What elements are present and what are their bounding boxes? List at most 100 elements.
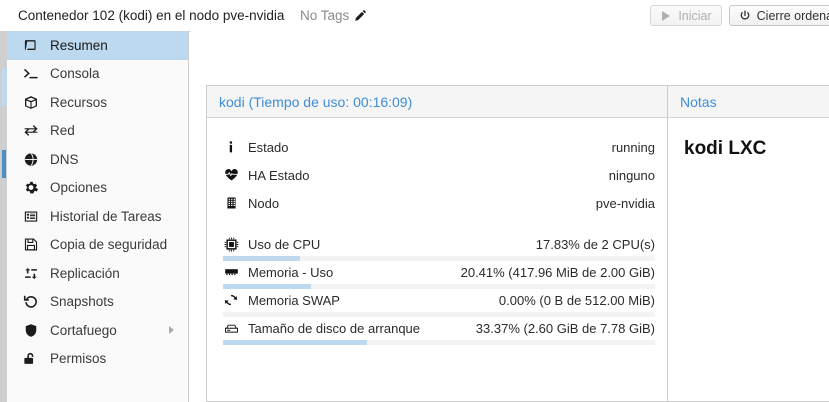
notes-panel-header: Notas	[668, 86, 829, 118]
chevron-right-icon[interactable]	[169, 326, 174, 335]
sidebar-item-recursos[interactable]: Recursos	[7, 88, 188, 117]
shield-icon	[22, 322, 39, 338]
status-row-value: ninguno	[608, 167, 655, 183]
metric-row-disco: Tamaño de disco de arranque 33.37% (2.60…	[223, 317, 655, 345]
sidebar-item-historial-de-tareas[interactable]: Historial de Tareas	[7, 202, 188, 231]
metric-row-value: 33.37% (2.60 GiB de 7.78 GiB)	[475, 320, 655, 336]
sidebar-item-red[interactable]: Red	[7, 117, 188, 146]
cpu-usage-meter	[223, 256, 655, 261]
sidebar-item-opciones[interactable]: Opciones	[7, 174, 188, 203]
metric-row-cpu: Uso de CPU 17.83% de 2 CPU(s)	[223, 233, 655, 261]
server-icon	[223, 196, 239, 211]
meter-fill	[223, 256, 301, 261]
sidebar-nav: Resumen Consola Recursos	[7, 31, 189, 402]
sidebar-item-dns[interactable]: DNS	[7, 145, 188, 174]
status-panel: kodi (Tiempo de uso: 00:16:09)	[206, 85, 672, 402]
history-icon	[22, 294, 39, 310]
metric-row-label: Memoria SWAP	[248, 292, 340, 308]
main-workspace: kodi (Tiempo de uso: 00:16:09)	[190, 31, 829, 402]
status-row-label: Estado	[248, 139, 289, 155]
play-icon	[660, 10, 672, 22]
power-icon	[739, 10, 751, 22]
cpu-icon	[223, 237, 239, 252]
book-icon	[22, 37, 39, 53]
notes-panel: Notas kodi LXC	[667, 85, 829, 402]
status-panel-body: Estado running	[207, 118, 671, 345]
status-row-nodo: Nodo pve-nvidia	[223, 192, 655, 220]
meter-fill	[223, 284, 312, 289]
sidebar-item-label: Recursos	[50, 94, 108, 110]
status-panel-title: kodi (Tiempo de uso: 00:16:09)	[219, 93, 413, 110]
sidebar-item-label: DNS	[50, 151, 79, 167]
rail-thumb-top[interactable]	[2, 68, 7, 106]
notes-panel-title: Notas	[680, 93, 717, 110]
tags-control[interactable]: No Tags	[300, 8, 367, 23]
sidebar-item-label: Copia de seguridad	[50, 237, 168, 253]
sidebar-item-label: Cortafuego	[50, 322, 117, 338]
metric-row-label: Uso de CPU	[248, 236, 321, 252]
swap-usage-meter	[223, 312, 655, 317]
sidebar-item-label: Consola	[50, 66, 100, 82]
list-icon	[22, 208, 39, 224]
shutdown-button[interactable]: Cierre ordenado	[728, 5, 829, 26]
metric-row-value: 0.00% (0 B de 512.00 MiB)	[498, 292, 655, 308]
heartbeat-icon	[223, 168, 239, 183]
sidebar-item-label: Snapshots	[50, 294, 114, 310]
exchange-icon	[22, 123, 39, 139]
metric-row-swap: Memoria SWAP 0.00% (0 B de 512.00 MiB)	[223, 289, 655, 317]
metric-row-value: 17.83% de 2 CPU(s)	[535, 236, 655, 252]
sidebar-item-consola[interactable]: Consola	[7, 60, 188, 89]
info-icon	[223, 140, 239, 155]
metric-row-label: Memoria - Uso	[248, 264, 334, 280]
metric-row-label: Tamaño de disco de arranque	[248, 320, 421, 336]
tags-label: No Tags	[300, 8, 350, 23]
row-spacer	[223, 220, 655, 233]
sidebar-item-permisos[interactable]: Permisos	[7, 345, 188, 374]
start-button-label: Iniciar	[678, 8, 712, 23]
rail-thumb-active[interactable]	[2, 150, 6, 178]
status-row-label: Nodo	[248, 195, 280, 211]
status-row-value: running	[611, 139, 655, 155]
shutdown-button-label: Cierre ordenado	[756, 8, 829, 23]
metric-row-memoria: Memoria - Uso 20.41% (417.96 MiB de 2.00…	[223, 261, 655, 289]
status-panel-header: kodi (Tiempo de uso: 00:16:09)	[207, 86, 671, 118]
hdd-icon	[223, 321, 239, 336]
sidebar-item-copia-de-seguridad[interactable]: Copia de seguridad	[7, 231, 188, 260]
status-row-label: HA Estado	[248, 167, 310, 183]
terminal-icon	[22, 66, 39, 82]
replicate-icon	[22, 265, 39, 281]
sidebar-item-resumen[interactable]: Resumen	[7, 31, 188, 60]
sidebar-item-replicacion[interactable]: Replicación	[7, 259, 188, 288]
start-button[interactable]: Iniciar	[650, 5, 722, 26]
meter-fill	[223, 340, 368, 345]
memory-usage-meter	[223, 284, 655, 289]
sidebar-item-label: Replicación	[50, 265, 120, 281]
memory-icon	[223, 265, 239, 280]
globe-icon	[22, 151, 39, 167]
status-row-ha-estado: HA Estado ninguno	[223, 164, 655, 192]
header-action-buttons: Iniciar Cierre ordenado	[650, 5, 829, 26]
sidebar-item-label: Opciones	[50, 180, 108, 196]
status-row-value: pve-nvidia	[595, 195, 655, 211]
sidebar-item-label: Permisos	[50, 351, 107, 367]
gear-icon	[22, 180, 39, 196]
unlock-icon	[22, 351, 39, 367]
metric-row-value: 20.41% (417.96 MiB de 2.00 GiB)	[460, 264, 655, 280]
notes-content: kodi LXC	[684, 138, 767, 159]
top-header-bar: Contenedor 102 (kodi) en el nodo pve-nvi…	[0, 0, 829, 32]
status-row-estado: Estado running	[223, 136, 655, 164]
floppy-icon	[22, 237, 39, 253]
page-title: Contenedor 102 (kodi) en el nodo pve-nvi…	[18, 8, 285, 23]
sidebar-item-cortafuego[interactable]: Cortafuego	[7, 316, 188, 345]
left-scroll-rail[interactable]	[0, 30, 7, 402]
sidebar-item-label: Resumen	[50, 37, 108, 53]
edit-pencil-icon[interactable]	[354, 9, 367, 22]
sidebar-item-snapshots[interactable]: Snapshots	[7, 288, 188, 317]
status-rows: Estado running	[207, 130, 671, 345]
sidebar-item-label: Historial de Tareas	[50, 208, 162, 224]
cube-icon	[22, 94, 39, 110]
sidebar-item-label: Red	[50, 123, 75, 139]
notes-panel-body[interactable]: kodi LXC	[668, 118, 829, 160]
swap-icon	[223, 293, 239, 308]
